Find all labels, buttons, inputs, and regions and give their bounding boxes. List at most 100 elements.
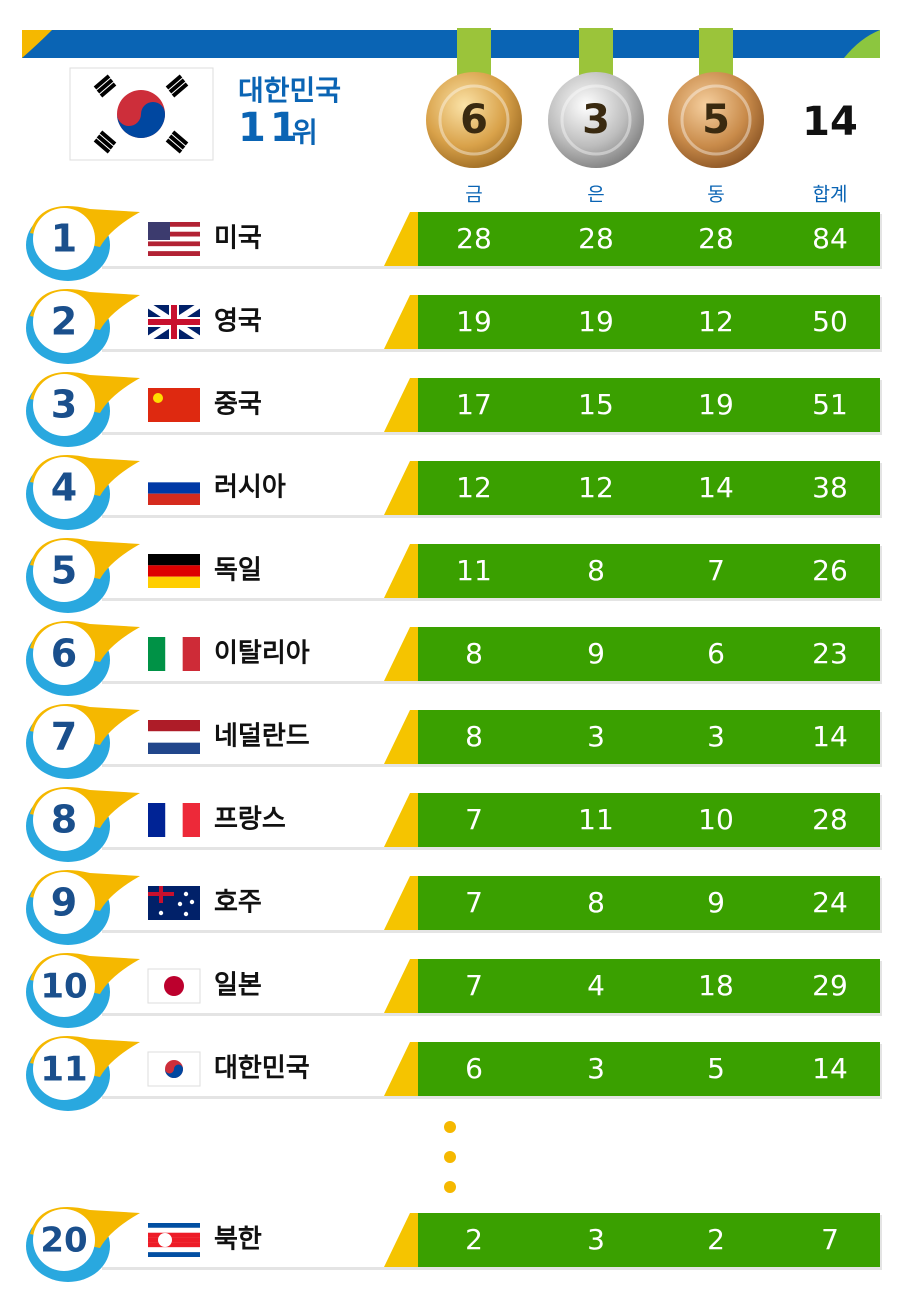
medal-bronze: 18	[698, 969, 734, 1002]
row-values-cell	[418, 627, 880, 681]
flag-part	[165, 803, 183, 837]
medal	[668, 72, 764, 168]
rank: 10	[40, 967, 87, 1007]
badge	[33, 291, 95, 353]
medal-count: 6	[460, 97, 488, 143]
country-name: 대한민국	[214, 1054, 310, 1084]
medal-count: 3	[582, 97, 610, 143]
flag-part	[148, 251, 200, 256]
medal-row: 2 영국 19 19 12 50	[26, 289, 882, 364]
medal-silver: 28	[578, 222, 614, 255]
medal-inner	[438, 84, 510, 156]
badge	[33, 208, 95, 270]
top-bar-deco	[22, 30, 52, 58]
country-name: 네덜란드	[214, 722, 310, 752]
medal-row: 20 북한 2 3 2 7	[26, 1207, 882, 1282]
medal-bronze: 19	[698, 388, 734, 421]
flag-part	[148, 637, 166, 671]
flag-part	[148, 388, 200, 422]
medal-total: 7	[821, 1223, 839, 1256]
flag-part	[148, 1242, 200, 1248]
flag-part	[148, 236, 200, 242]
medal-gold: 12	[456, 471, 492, 504]
flag-part	[148, 1252, 200, 1257]
medal-gold: 19	[456, 305, 492, 338]
flag-part	[148, 720, 200, 732]
medal-total: 14	[812, 720, 848, 753]
column-label: 동	[707, 184, 724, 206]
country-name: 일본	[214, 971, 262, 1001]
medal-row: 3 중국 17 15 19 51	[26, 372, 882, 447]
ribbon	[457, 28, 491, 80]
medal-total: 24	[812, 886, 848, 919]
country-name: 이탈리아	[214, 639, 310, 669]
medal-gold: 2	[465, 1223, 483, 1256]
flag-part	[148, 731, 200, 743]
row-deco	[384, 959, 418, 1013]
medal-bronze: 12	[698, 305, 734, 338]
flag-part	[148, 226, 200, 232]
flag-part	[148, 1227, 200, 1233]
flag-part	[165, 1064, 183, 1078]
row-deco	[384, 461, 418, 515]
row-deco	[384, 1042, 418, 1096]
medal-gold: 28	[456, 222, 492, 255]
medal-bronze: 3	[707, 720, 725, 753]
badge	[33, 457, 95, 519]
medal-row: 5 독일 11 8 7 26	[26, 538, 882, 613]
flag-part	[148, 482, 200, 494]
flag-part	[148, 554, 200, 566]
medal-row: 11 대한민국 6 3 5 14	[26, 1036, 882, 1111]
badge	[33, 872, 95, 934]
medal-gold: 7	[465, 886, 483, 919]
rank: 1	[51, 217, 77, 261]
medal-count: 5	[702, 97, 730, 143]
badge	[33, 540, 95, 602]
medal-silver: 9	[587, 637, 605, 670]
medal-silver: 15	[578, 388, 614, 421]
flag-part	[148, 222, 200, 227]
rank: 20	[40, 1221, 87, 1261]
rank: 2	[51, 300, 77, 344]
row-values-cell	[418, 212, 880, 266]
flag-part	[148, 471, 200, 483]
country-name: 프랑스	[214, 805, 286, 835]
flag-part	[153, 393, 163, 403]
country-name: 북한	[214, 1225, 262, 1255]
badge	[33, 789, 95, 851]
column-label: 금	[465, 184, 482, 206]
flag-part	[165, 637, 183, 671]
row-deco	[384, 627, 418, 681]
medal-bronze: 10	[698, 803, 734, 836]
row-values-cell	[418, 710, 880, 764]
medal-row: 10 일본 7 4 18 29	[26, 953, 882, 1028]
country-name: 중국	[214, 390, 262, 420]
flag-part	[148, 1223, 200, 1228]
flag-part	[158, 1233, 172, 1247]
medal-total: 23	[812, 637, 848, 670]
medal-bronze: 5	[707, 1052, 725, 1085]
medal-gold: 8	[465, 720, 483, 753]
medal-silver: 19	[578, 305, 614, 338]
medal-total: 84	[812, 222, 848, 255]
flag-part	[183, 911, 189, 917]
row-deco	[384, 212, 418, 266]
badge	[33, 955, 95, 1017]
header-total: 14	[802, 99, 858, 145]
rank: 9	[51, 881, 77, 925]
badge	[33, 1038, 95, 1100]
flag-part	[148, 576, 200, 588]
rank: 6	[51, 632, 77, 676]
flag-part	[164, 976, 184, 996]
rank: 8	[51, 798, 77, 842]
flag-part	[148, 742, 200, 754]
rank: 7	[51, 715, 77, 759]
medal-total: 28	[812, 803, 848, 836]
row-deco	[384, 378, 418, 432]
medal-bronze: 9	[707, 886, 725, 919]
row-values-cell	[418, 959, 880, 1013]
row-values-cell	[418, 378, 880, 432]
medal-silver: 12	[578, 471, 614, 504]
rank: 11	[40, 1050, 87, 1090]
